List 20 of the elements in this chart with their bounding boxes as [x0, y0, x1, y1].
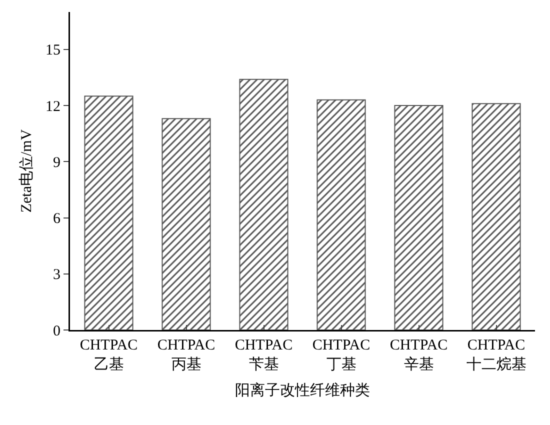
y-tick-label: 3: [53, 267, 60, 284]
x-tick-label: CHTPAC 乙基: [80, 338, 138, 373]
x-tick-label: CHTPAC 丙基: [157, 338, 216, 373]
bar: [84, 96, 134, 330]
x-tick-label: CHTPAC 十二烷基: [466, 338, 526, 373]
x-axis-title: 阳离子改性纤维种类: [235, 382, 370, 399]
y-tick-label: 15: [46, 42, 60, 59]
bar: [162, 118, 211, 330]
bar: [394, 105, 444, 330]
y-tick-label: 0: [53, 323, 60, 340]
y-tick-label: 12: [46, 98, 60, 115]
x-tick-label: CHTPAC 丁基: [312, 338, 370, 373]
x-tick-label: CHTPAC 辛基: [390, 338, 448, 373]
x-tick-label: CHTPAC 苄基: [234, 338, 293, 373]
bar: [316, 99, 366, 330]
y-tick-label: 6: [53, 211, 61, 228]
bar: [472, 103, 521, 330]
y-axis-title: Zeta电位/mV: [18, 129, 35, 213]
bar: [239, 78, 288, 330]
y-tick-label: 9: [53, 154, 60, 171]
